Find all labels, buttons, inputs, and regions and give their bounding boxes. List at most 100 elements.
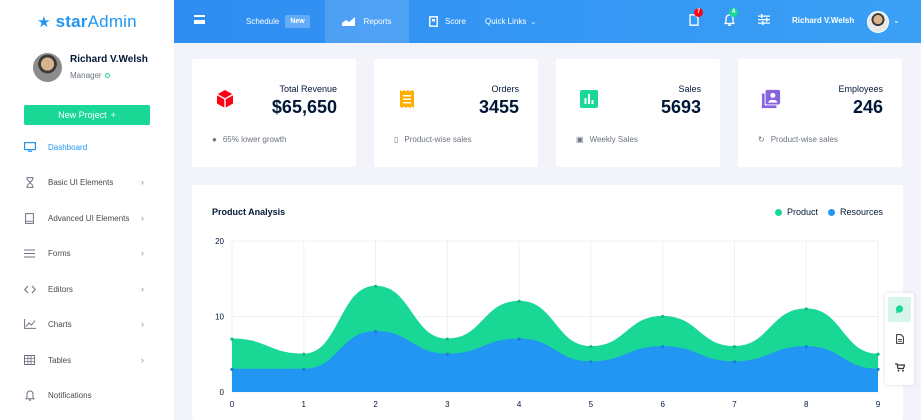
bell-icon [23,389,36,402]
data-point [230,367,234,371]
y-tick-label: 20 [215,237,224,246]
settings-toggle[interactable] [758,14,770,28]
y-tick-label: 10 [215,313,224,322]
chat-button[interactable] [888,297,911,322]
data-point [876,367,880,371]
calendar-icon: ▣ [576,135,584,144]
document-count-badge: 7 [694,8,703,17]
chevron-right-icon: › [141,355,144,365]
data-point [804,345,808,349]
sidebar: ★ starAdmin Richard V.Welsh Manager New … [0,0,174,420]
receipt-icon [397,89,417,109]
quick-links-dropdown[interactable]: Quick Links ⌄ [485,17,537,26]
card-value: 3455 [478,97,519,117]
hourglass-icon [23,176,36,189]
sidebar-item-label: Charts [48,319,72,329]
orders-card: Orders 3455 ▯ Product-wise sales [374,59,538,167]
user-avatar[interactable] [867,11,889,33]
sidebar-item-label: Notifications [48,390,92,400]
sidebar-item-editors[interactable]: Editors › [0,279,174,299]
card-footer: ↻ Product-wise sales [758,135,838,144]
x-tick-label: 3 [445,400,450,409]
legend-dot-icon [827,208,835,216]
cube-icon [215,89,235,109]
document-button[interactable] [888,326,911,351]
product-analysis-card: Product Analysis Product Resources 0 10 20… [192,185,903,420]
reports-link[interactable]: Reports [325,0,409,43]
brand-logo[interactable]: ★ starAdmin [0,0,174,43]
series-line-resources [232,330,879,370]
sidebar-item-tables[interactable]: Tables › [0,350,174,370]
refresh-icon: ↻ [758,135,765,144]
legend-product[interactable]: Product [774,207,818,217]
data-point [302,352,306,356]
sidebar-item-label: Dashboard [48,142,88,152]
sidebar-item-charts[interactable]: Charts › [0,314,174,334]
data-point [230,337,234,341]
grid-icon [23,354,36,367]
star-icon: ★ [37,13,51,31]
card-title: Orders [491,84,519,94]
sales-card: Sales 5693 ▣ Weekly Sales [556,59,720,167]
sidebar-item-label: Advanced UI Elements [48,213,130,223]
data-point [517,299,521,303]
chevron-right-icon: › [141,248,144,258]
card-footer: ▣ Weekly Sales [576,135,638,144]
data-point [589,345,593,349]
monitor-icon [23,141,36,154]
bookmark-icon [429,16,438,27]
legend-resources[interactable]: Resources [827,207,883,217]
chevron-down-icon[interactable]: ⌄ [893,16,900,25]
x-tick-label: 7 [732,400,737,409]
total-revenue-card: Total Revenue $65,650 ● 65% lower growth [192,59,356,167]
legend-dot-icon [774,208,782,216]
floating-toolbar [885,293,914,385]
menu-toggle-icon[interactable] [194,15,205,24]
data-point [732,345,737,349]
sidebar-item-label: Basic UI Elements [48,177,114,187]
sliders-icon [758,14,770,25]
x-tick-label: 6 [660,400,665,409]
data-point [661,314,665,319]
sidebar-item-forms[interactable]: Forms › [0,243,174,263]
score-link[interactable]: Score [429,0,466,43]
data-point [876,352,880,356]
bell-notification[interactable]: 4 [723,8,738,28]
cart-button[interactable] [888,355,911,380]
chat-icon [895,305,904,314]
bar-chart-icon [579,89,599,109]
data-point [373,330,378,334]
profile[interactable]: Richard V.Welsh Manager [33,53,148,82]
document-notification[interactable]: 7 [688,8,703,28]
sidebar-item-label: Forms [48,248,71,258]
line-chart-icon [23,318,36,331]
tablet-icon [23,212,36,225]
profile-name: Richard V.Welsh [70,54,148,65]
chevron-right-icon: › [141,213,144,223]
data-point [517,337,521,341]
data-point [373,284,378,288]
avatar [33,53,62,82]
schedule-link[interactable]: Schedule New [246,0,310,43]
sidebar-item-label: Editors [48,284,73,294]
sidebar-item-dashboard[interactable]: Dashboard [0,137,174,157]
y-tick-label: 0 [220,388,225,397]
sidebar-item-basic-ui-elements[interactable]: Basic UI Elements › [0,172,174,192]
info-icon: ● [212,135,217,144]
cart-icon [894,363,905,372]
new-project-button[interactable]: New Project + [24,105,150,125]
card-title: Employees [838,84,883,94]
data-point [732,360,737,364]
x-tick-label: 0 [230,400,235,409]
sidebar-item-notifications[interactable]: Notifications [0,385,174,405]
data-point [804,307,808,311]
chart-title: Product Analysis [212,207,286,217]
sidebar-item-advanced-ui-elements[interactable]: Advanced UI Elements › [0,208,174,228]
series-area-resources [232,331,878,392]
x-tick-label: 4 [517,400,522,409]
card-footer: ▯ Product-wise sales [394,135,472,144]
data-point [445,337,449,341]
user-name[interactable]: Richard V.Welsh ! [792,16,856,25]
data-point [661,345,665,349]
plus-icon: + [110,110,116,120]
